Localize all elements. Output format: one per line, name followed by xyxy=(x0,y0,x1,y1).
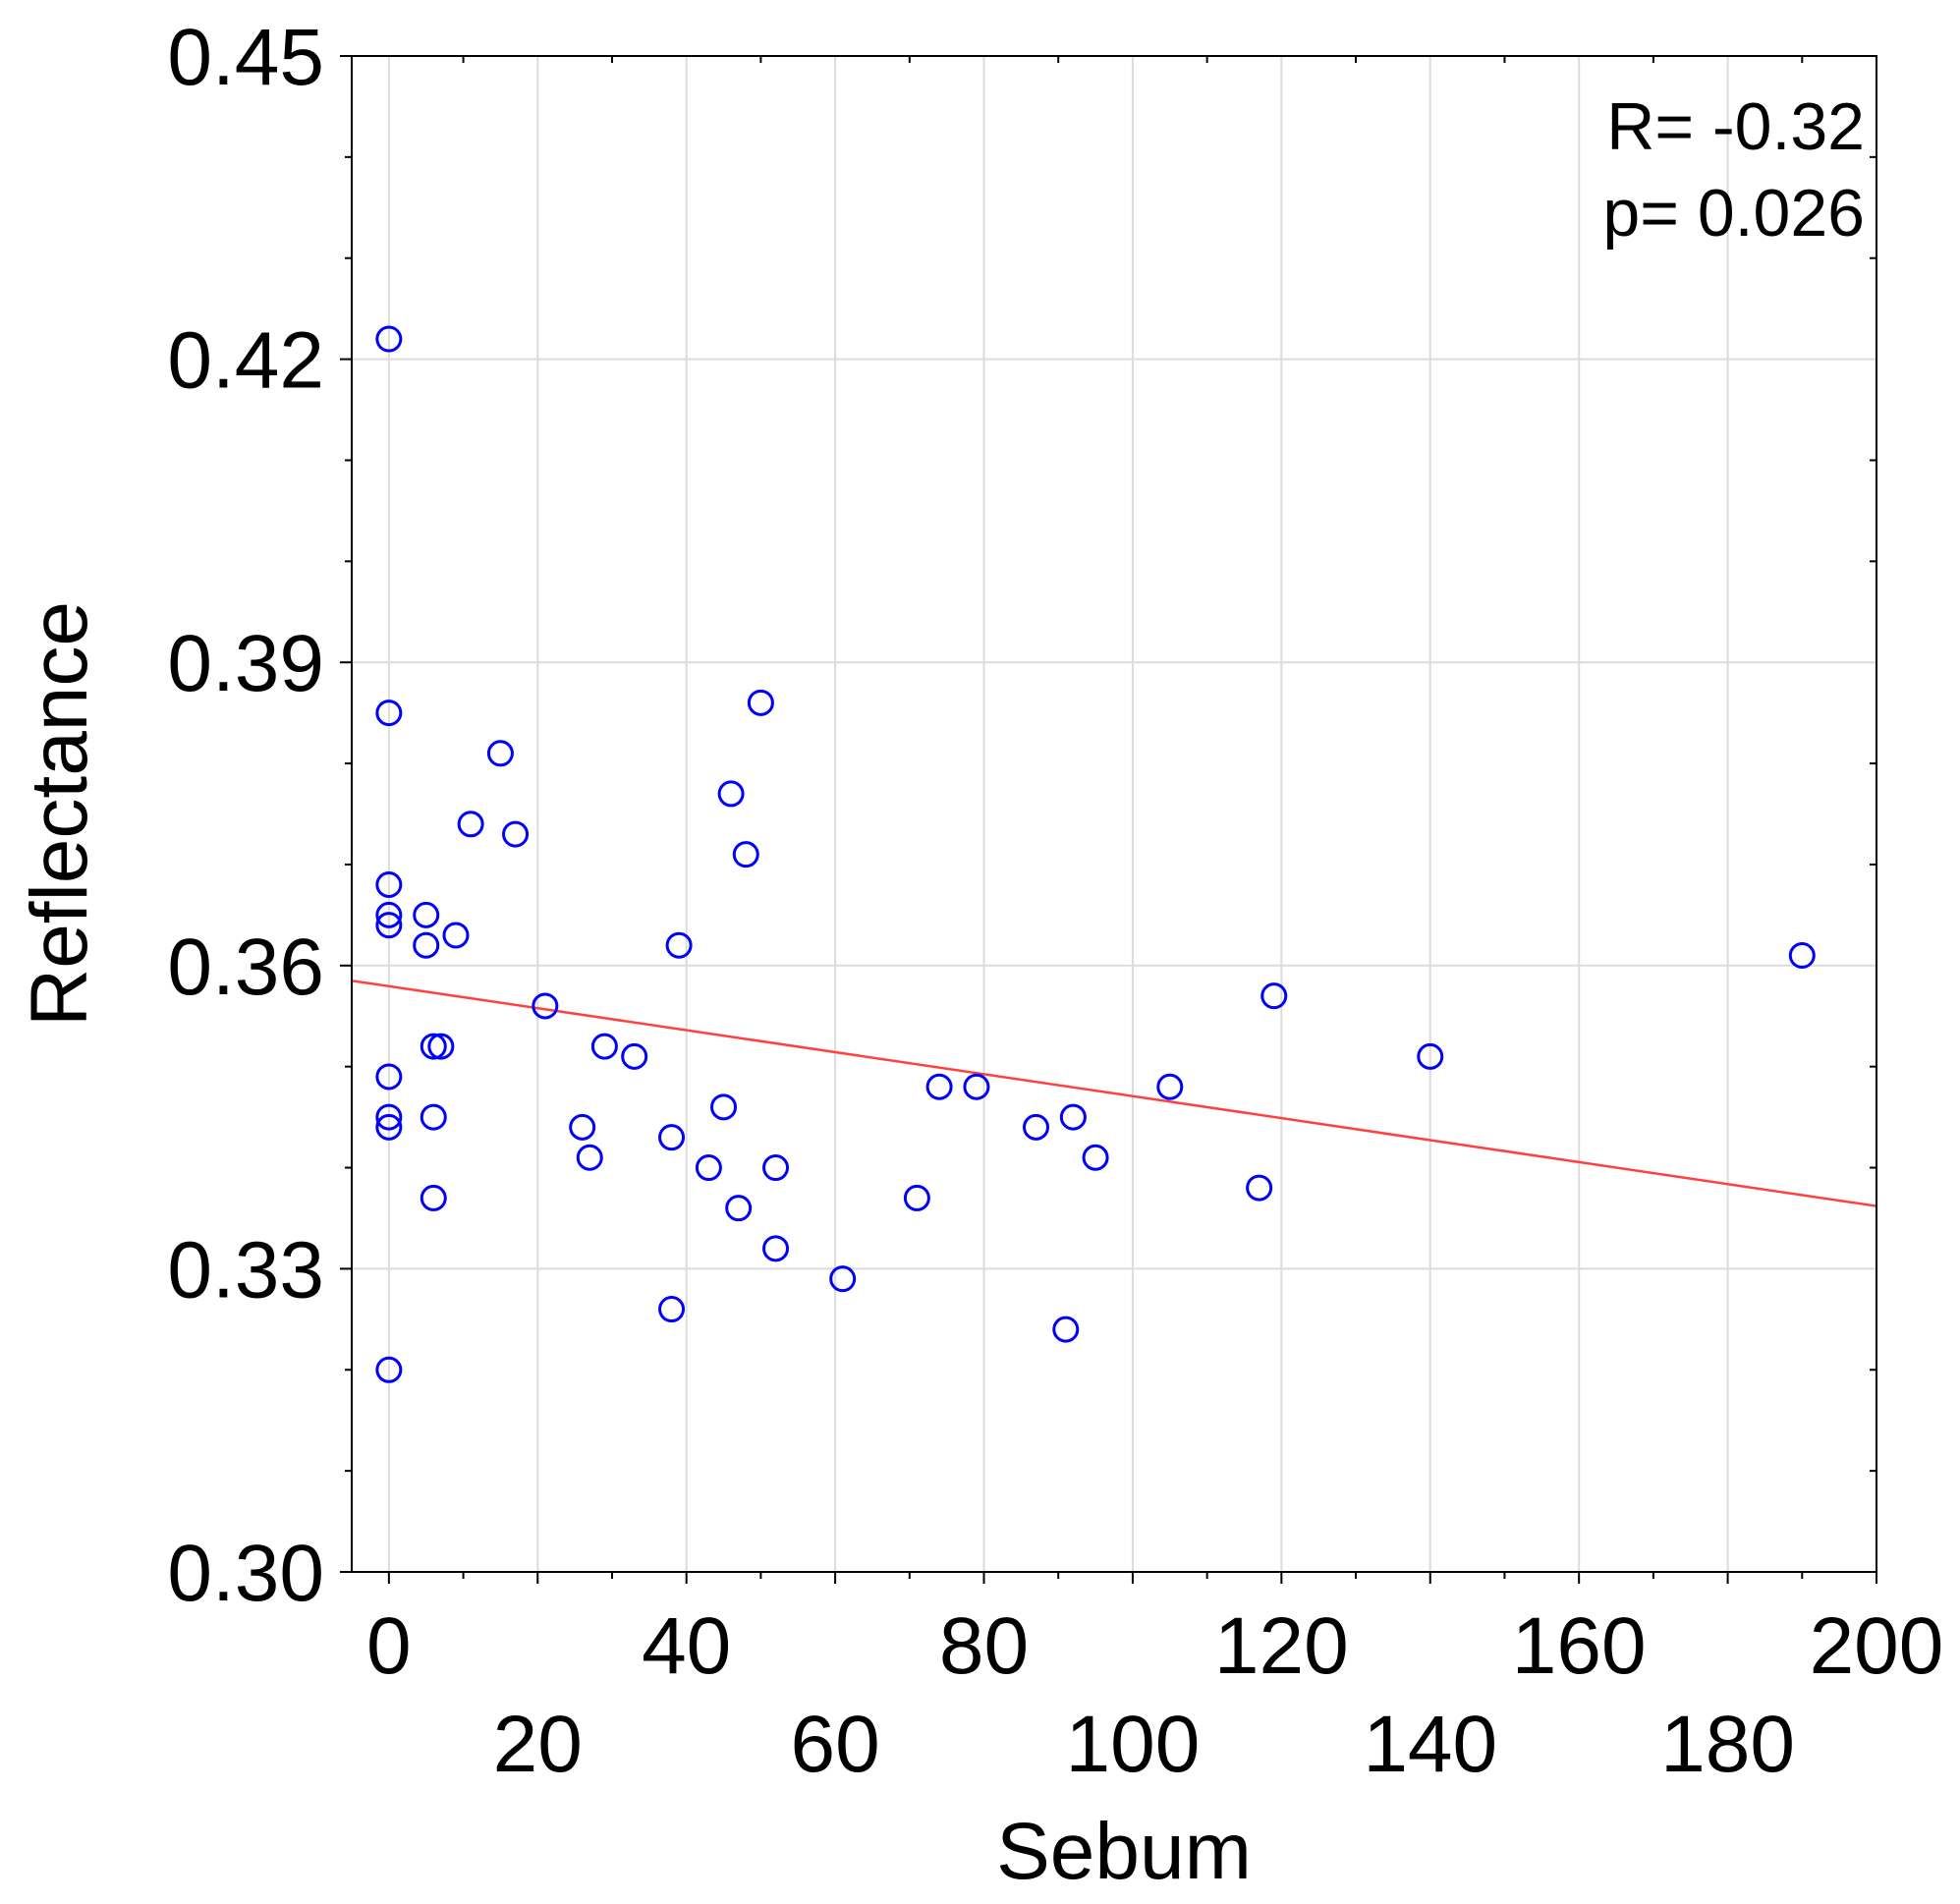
data-point xyxy=(903,1184,930,1211)
data-point xyxy=(569,1113,596,1141)
x-tick-label: 80 xyxy=(939,1601,1029,1691)
data-point xyxy=(576,1144,603,1171)
y-axis-ticks: 0.30 0.33 0.36 0.39 0.42 0.45 xyxy=(167,13,352,1618)
data-point xyxy=(621,1042,648,1070)
data-point xyxy=(695,1154,722,1182)
data-point xyxy=(457,811,484,838)
data-point xyxy=(1246,1174,1273,1202)
x-tick-label: 0 xyxy=(366,1601,412,1691)
x-tick-label: 140 xyxy=(1363,1700,1497,1789)
regression-line xyxy=(351,979,1877,1207)
minor-ticks xyxy=(345,56,1876,1579)
x-tick-label: 60 xyxy=(790,1700,879,1789)
data-point xyxy=(717,780,745,808)
data-point xyxy=(427,1033,455,1060)
data-point xyxy=(963,1073,990,1100)
plot-frame xyxy=(351,55,1877,1573)
data-point xyxy=(829,1265,857,1293)
x-tick-label: 200 xyxy=(1810,1601,1944,1691)
data-point xyxy=(1156,1073,1184,1100)
data-point xyxy=(413,931,440,959)
data-point xyxy=(420,1184,447,1211)
y-tick-label: 0.30 xyxy=(167,1529,324,1618)
data-point xyxy=(590,1033,618,1060)
data-point xyxy=(375,912,403,939)
data-point xyxy=(925,1073,953,1100)
data-point xyxy=(725,1195,753,1222)
correlation-r-label: R= -0.32 xyxy=(1606,89,1865,164)
data-point xyxy=(732,841,759,868)
x-tick-label: 100 xyxy=(1066,1700,1201,1789)
x-tick-label: 120 xyxy=(1214,1601,1349,1691)
y-axis-title: Reflectance xyxy=(15,601,104,1027)
data-point xyxy=(375,1063,403,1091)
data-point xyxy=(1023,1113,1050,1141)
data-point xyxy=(658,1124,686,1151)
x-tick-label: 180 xyxy=(1660,1700,1795,1789)
data-point xyxy=(747,689,774,716)
data-point xyxy=(1417,1042,1444,1070)
data-point xyxy=(502,820,530,848)
y-tick-label: 0.45 xyxy=(167,13,324,102)
correlation-p-label: p= 0.026 xyxy=(1602,176,1865,251)
data-point xyxy=(1082,1144,1109,1171)
y-tick-label: 0.42 xyxy=(167,316,324,406)
grid-lines xyxy=(352,56,1876,1572)
data-point xyxy=(710,1093,738,1121)
data-point xyxy=(658,1296,686,1323)
y-tick-label: 0.36 xyxy=(167,923,324,1012)
data-point xyxy=(375,700,403,727)
data-point xyxy=(665,931,693,959)
data-point xyxy=(762,1154,790,1182)
data-point xyxy=(1059,1103,1087,1131)
data-point xyxy=(1788,942,1816,970)
data-point xyxy=(375,325,403,353)
data-point xyxy=(486,740,514,767)
x-axis-title: Sebum xyxy=(996,1807,1252,1896)
data-point xyxy=(420,1033,447,1060)
x-tick-label: 20 xyxy=(493,1700,583,1789)
y-tick-label: 0.39 xyxy=(167,619,324,708)
regression-line-group xyxy=(351,979,1877,1207)
data-point xyxy=(442,922,470,949)
x-tick-label: 40 xyxy=(642,1601,731,1691)
data-point xyxy=(1260,982,1288,1010)
x-tick-label: 160 xyxy=(1512,1601,1647,1691)
data-point xyxy=(420,1103,447,1131)
data-points xyxy=(375,325,1816,1383)
y-tick-label: 0.33 xyxy=(167,1225,324,1315)
data-point xyxy=(375,1103,403,1131)
data-point xyxy=(532,992,559,1020)
data-point xyxy=(375,871,403,899)
data-point xyxy=(375,1113,403,1141)
data-point xyxy=(762,1235,790,1262)
data-point xyxy=(1052,1316,1080,1343)
data-point xyxy=(413,901,440,928)
data-point xyxy=(375,901,403,928)
data-point xyxy=(375,1356,403,1383)
